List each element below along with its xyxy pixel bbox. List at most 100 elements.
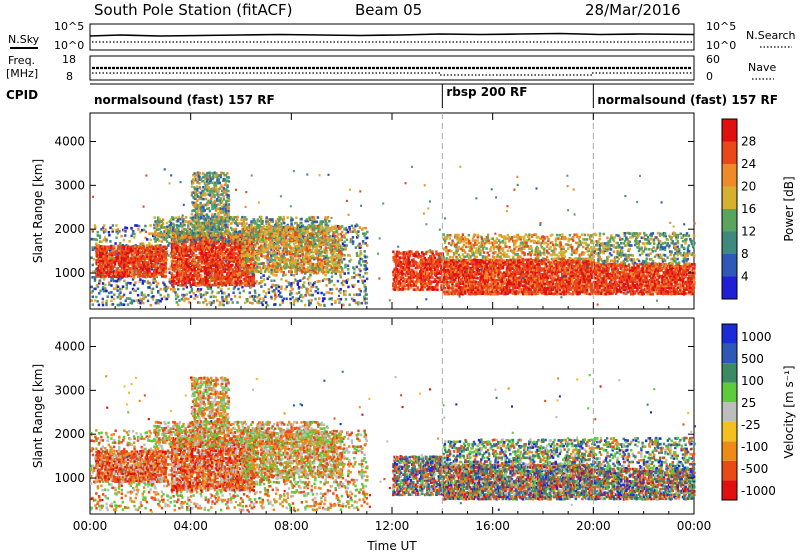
echo-cell — [343, 253, 346, 257]
echo-cell — [359, 276, 362, 279]
echo-cell — [115, 228, 118, 232]
echo-cell — [301, 277, 305, 281]
echo-cell — [178, 271, 181, 275]
echo-cell — [247, 258, 251, 261]
echo-cell — [205, 258, 209, 261]
echo-cell — [151, 259, 154, 263]
echo-cell — [105, 289, 108, 293]
echo-cell — [205, 216, 209, 220]
echo-cell — [116, 295, 119, 299]
echo-cell — [203, 245, 206, 249]
echo-cell — [342, 248, 345, 251]
echo-cell — [227, 189, 230, 193]
echo-cell — [191, 264, 194, 267]
echo-cell — [139, 248, 142, 252]
echo-cell — [279, 265, 282, 268]
echo-cell — [121, 273, 124, 276]
echo-cell — [248, 241, 251, 244]
echo-cell — [90, 237, 93, 241]
echo-cell — [174, 256, 177, 260]
echo-cell — [105, 245, 108, 249]
echo-cell — [204, 184, 207, 187]
echo-cell — [171, 274, 175, 277]
echo-cell — [220, 289, 223, 293]
echo-cell — [236, 271, 239, 275]
echo-cell — [291, 246, 294, 250]
echo-cell — [120, 266, 124, 270]
echo-cell — [184, 277, 187, 281]
echo-cell — [225, 297, 228, 300]
echo-cell — [342, 303, 345, 307]
echo-cell — [197, 271, 200, 275]
echo-cell — [218, 264, 221, 267]
echo-cell — [146, 280, 150, 283]
freq-unit: [MHz] — [6, 67, 38, 80]
echo-cell — [340, 281, 344, 285]
echo-cell — [103, 270, 106, 274]
echo-cell — [198, 213, 201, 216]
echo-cell — [344, 265, 347, 269]
echo-cell — [253, 250, 256, 254]
echo-cell — [103, 268, 106, 272]
echo-cell — [156, 220, 159, 223]
echo-cell — [95, 284, 98, 287]
echo-cell — [158, 217, 161, 221]
echo-cell — [204, 247, 208, 251]
echo-cell — [226, 227, 229, 231]
echo-cell — [231, 301, 234, 304]
echo-cell — [244, 224, 247, 228]
echo-cell — [114, 260, 117, 264]
echo-cell — [102, 265, 106, 268]
echo-cell — [128, 250, 131, 254]
echo-cell — [165, 258, 169, 262]
echo-cell — [202, 179, 205, 183]
echo-cell — [296, 233, 300, 236]
echo-cell — [207, 177, 210, 181]
echo-cell — [186, 234, 189, 238]
echo-cell — [159, 244, 162, 247]
echo-cell — [311, 220, 314, 223]
echo-cell — [265, 217, 268, 221]
echo-cell — [187, 264, 190, 268]
echo-cell — [361, 228, 364, 231]
echo-cell — [361, 281, 365, 285]
echo-cell — [113, 256, 116, 260]
echo-cell — [176, 265, 180, 269]
echo-cell — [243, 241, 247, 244]
echo-cell — [153, 249, 156, 253]
echo-cell — [143, 248, 146, 252]
echo-cell — [281, 220, 285, 223]
echo-cell — [236, 244, 239, 247]
echo-cell — [229, 274, 232, 277]
echo-cell — [278, 295, 282, 298]
echo-cell — [132, 257, 135, 260]
echo-cell — [221, 297, 224, 301]
echo-cell — [211, 191, 214, 195]
echo-cell — [252, 254, 256, 258]
echo-cell — [365, 301, 369, 305]
echo-cell — [237, 253, 240, 257]
echo-cell — [222, 238, 225, 242]
echo-cell — [114, 287, 117, 291]
echo-cell — [146, 247, 150, 251]
echo-cell — [205, 264, 209, 267]
echo-cell — [364, 289, 367, 293]
echo-cell — [217, 268, 220, 271]
echo-cell — [262, 225, 266, 228]
echo-cell — [132, 230, 135, 233]
echo-cell — [250, 279, 253, 283]
echo-cell — [208, 250, 211, 254]
echo-cell — [168, 220, 171, 223]
echo-cell — [267, 267, 270, 270]
echo-cell — [344, 290, 347, 293]
echo-cell — [212, 176, 215, 179]
echo-cell — [230, 281, 233, 285]
echo-cell — [238, 271, 242, 275]
echo-cell — [246, 299, 249, 303]
echo-cell — [195, 276, 199, 279]
echo-cell — [186, 280, 190, 283]
echo-cell — [254, 243, 257, 246]
echo-cell — [163, 230, 166, 233]
echo-cell — [305, 231, 308, 235]
echo-cell — [161, 273, 165, 276]
